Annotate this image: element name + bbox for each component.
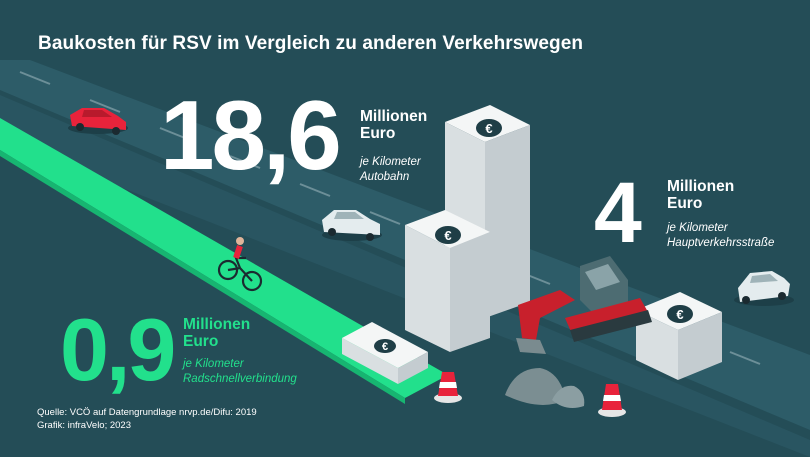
- euro-icons: € € € €: [374, 119, 693, 353]
- desc-line-2: Hauptverkehrsstraße: [667, 237, 775, 249]
- unit-line-1: Millionen: [183, 316, 251, 333]
- value-hauptverkehrsstrasse: 4: [594, 165, 642, 261]
- value-autobahn: 18,6: [160, 80, 342, 190]
- unit-hauptverkehrsstrasse: Millionen Euro: [667, 178, 734, 212]
- value-radschnellverbindung: 0,9: [60, 300, 176, 399]
- rocks: [505, 368, 585, 408]
- cyclist: [217, 237, 263, 292]
- desc-autobahn: je Kilometer Autobahn: [360, 155, 421, 185]
- excavator: [516, 256, 652, 354]
- traffic-cone-right: [598, 384, 626, 417]
- source-note: Quelle: VCÖ auf Datengrundlage nrvp.de/D…: [37, 407, 257, 418]
- traffic-cone-left: [434, 372, 462, 403]
- bike-lane: [0, 118, 448, 398]
- desc-radschnellverbindung: je Kilometer Radschnellverbindung: [183, 357, 297, 387]
- money-stack-right: [636, 292, 722, 380]
- desc-hauptverkehrsstrasse: je Kilometer Hauptverkehrsstraße: [667, 221, 774, 251]
- white-car-right: [734, 271, 794, 306]
- bike-lane-edge: [0, 150, 405, 404]
- euro-icon: €: [382, 341, 388, 353]
- desc-line-1: je Kilometer: [360, 156, 421, 168]
- unit-line-2: Euro: [360, 125, 396, 142]
- euro-icon: €: [444, 228, 451, 243]
- desc-line-1: je Kilometer: [667, 222, 728, 234]
- money-stack-medium: [405, 210, 490, 352]
- unit-line-1: Millionen: [667, 178, 735, 195]
- red-car: [68, 108, 128, 135]
- white-car: [322, 210, 382, 241]
- unit-line-1: Millionen: [360, 108, 428, 125]
- euro-icon: €: [676, 307, 683, 322]
- desc-line-2: Radschnellverbindung: [183, 373, 297, 385]
- unit-radschnellverbindung: Millionen Euro: [183, 316, 250, 350]
- unit-autobahn: Millionen Euro: [360, 108, 427, 142]
- unit-line-2: Euro: [183, 333, 219, 350]
- page-title: Baukosten für RSV im Vergleich zu andere…: [38, 33, 584, 54]
- credit-note: Grafik: infraVelo; 2023: [37, 420, 131, 431]
- desc-line-2: Autobahn: [360, 171, 410, 183]
- euro-icon: €: [485, 121, 492, 136]
- unit-line-2: Euro: [667, 195, 703, 212]
- desc-line-1: je Kilometer: [183, 358, 244, 370]
